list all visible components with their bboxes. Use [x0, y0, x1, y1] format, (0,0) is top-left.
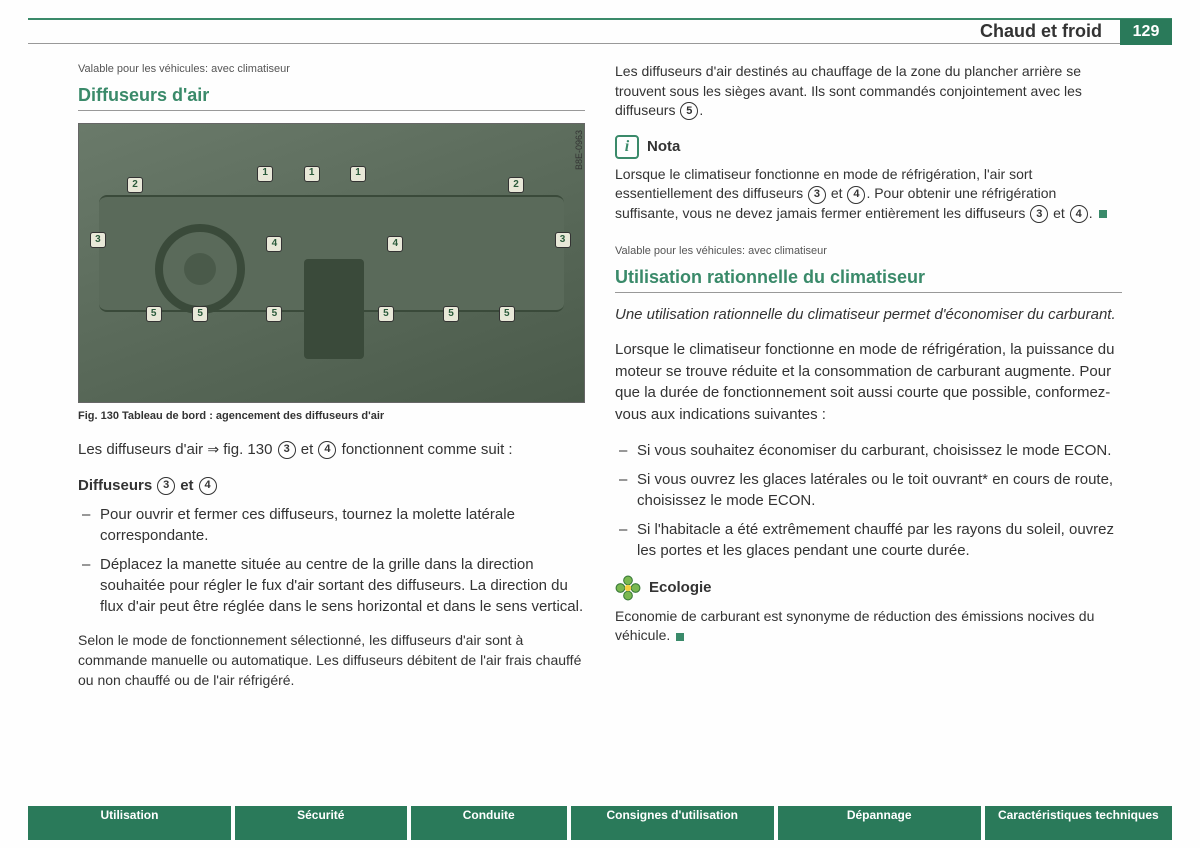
circled-number: 4 [199, 477, 217, 495]
list-item: Si l'habitacle a été extrêmement chauffé… [615, 519, 1122, 561]
end-marker-icon [676, 633, 684, 641]
text-span: . [1089, 205, 1097, 221]
nota-label: Nota [647, 136, 680, 158]
tips-list: Si vous souhaitez économiser du carburan… [615, 440, 1122, 561]
text-span: et [827, 185, 846, 201]
footer-tabs: Utilisation Sécurité Conduite Consignes … [28, 806, 1172, 840]
figure-marker: 4 [266, 236, 282, 252]
page-number: 129 [1120, 19, 1172, 45]
nota-header: i Nota [615, 135, 1122, 159]
intro-text: Les diffuseurs d'air ⇒ fig. 130 3 et 4 f… [78, 439, 585, 461]
list-item: Si vous souhaitez économiser du carburan… [615, 440, 1122, 461]
chapter-title: Chaud et froid [980, 21, 1102, 42]
footer-tab-caracteristiques[interactable]: Caractéristiques techniques [985, 806, 1172, 840]
circled-number: 3 [157, 477, 175, 495]
info-icon: i [615, 135, 639, 159]
applies-note: Valable pour les véhicules: avec climati… [78, 62, 585, 78]
paragraph: Les diffuseurs d'air destinés au chauffa… [615, 62, 1122, 121]
text-span: et [180, 475, 193, 497]
page-container: Chaud et froid 129 Valable pour les véhi… [0, 0, 1200, 848]
circled-number: 4 [1070, 205, 1088, 223]
list-item: Déplacez la manette située au centre de … [78, 554, 585, 617]
figure-marker: 1 [304, 166, 320, 182]
instruction-list: Pour ouvrir et fermer ces diffuseurs, to… [78, 504, 585, 617]
circled-number: 4 [847, 186, 865, 204]
flower-icon [615, 575, 641, 601]
paragraph: Selon le mode de fonctionnement sélectio… [78, 631, 585, 690]
list-item: Si vous ouvrez les glaces latérales ou l… [615, 469, 1122, 511]
text-span: fig. 130 [223, 441, 272, 458]
applies-note: Valable pour les véhicules: avec climati… [615, 244, 1122, 260]
figure-marker: 3 [90, 232, 106, 248]
figure-caption: Fig. 130 Tableau de bord : agencement de… [78, 409, 585, 425]
figure-marker: 3 [555, 232, 571, 248]
figure-code: B8E-0963 [573, 130, 586, 170]
section-heading-diffusers: Diffuseurs d'air [78, 82, 585, 111]
figure-marker: 2 [127, 177, 143, 193]
circled-number: 4 [318, 441, 336, 459]
text-span: Diffuseurs [78, 475, 152, 497]
text-span: . [699, 102, 703, 118]
circled-number: 3 [278, 441, 296, 459]
italic-intro: Une utilisation rationnelle du climatise… [615, 305, 1122, 325]
footer-tab-consignes[interactable]: Consignes d'utilisation [571, 806, 774, 840]
figure-marker: 4 [387, 236, 403, 252]
list-item: Pour ouvrir et fermer ces diffuseurs, to… [78, 504, 585, 546]
text-span: fonctionnent comme suit : [342, 441, 513, 458]
footer-tab-conduite[interactable]: Conduite [411, 806, 567, 840]
left-column: Valable pour les véhicules: avec climati… [78, 62, 585, 704]
dashboard-illustration: 1 1 1 2 2 3 3 4 4 5 5 5 5 5 5 [99, 166, 564, 361]
text-span: Economie de carburant est synonyme de ré… [615, 608, 1094, 644]
figure-marker: 5 [266, 306, 282, 322]
footer-tab-utilisation[interactable]: Utilisation [28, 806, 231, 840]
figure-marker: 5 [378, 306, 394, 322]
figure-marker: 5 [443, 306, 459, 322]
figure-marker: 1 [257, 166, 273, 182]
figure-marker: 1 [350, 166, 366, 182]
circled-number: 5 [680, 102, 698, 120]
circled-number: 3 [808, 186, 826, 204]
arrow-icon: ⇒ [207, 441, 219, 457]
text-span: et [1049, 205, 1068, 221]
text-span: Les diffuseurs d'air [78, 441, 207, 458]
footer-tab-depannage[interactable]: Dépannage [778, 806, 981, 840]
paragraph: Lorsque le climatiseur fonctionne en mod… [615, 339, 1122, 426]
eco-header: Ecologie [615, 575, 1122, 601]
figure-dashboard: B8E-0963 1 1 1 2 2 3 3 4 4 5 5 [78, 123, 585, 403]
content-area: Valable pour les véhicules: avec climati… [28, 62, 1172, 704]
figure-marker: 2 [508, 177, 524, 193]
figure-marker: 5 [499, 306, 515, 322]
figure-marker: 5 [192, 306, 208, 322]
eco-text: Economie de carburant est synonyme de ré… [615, 607, 1122, 646]
section-heading-rational: Utilisation rationnelle du climatiseur [615, 264, 1122, 293]
circled-number: 3 [1030, 205, 1048, 223]
eco-label: Ecologie [649, 577, 712, 599]
header-bar: Chaud et froid 129 [28, 18, 1172, 44]
end-marker-icon [1099, 210, 1107, 218]
footer-tab-securite[interactable]: Sécurité [235, 806, 407, 840]
figure-marker: 5 [146, 306, 162, 322]
right-column: Les diffuseurs d'air destinés au chauffa… [615, 62, 1122, 704]
nota-text: Lorsque le climatiseur fonctionne en mod… [615, 165, 1122, 224]
sub-heading-diffusers: Diffuseurs 3 et 4 [78, 475, 585, 497]
